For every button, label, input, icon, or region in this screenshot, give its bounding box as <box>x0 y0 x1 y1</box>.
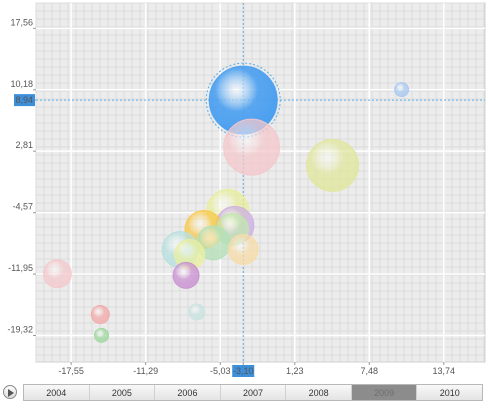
y-tick-label: 2,81 <box>15 140 33 150</box>
x-tick-label: -17,55 <box>58 366 84 376</box>
major-gridlines <box>36 3 485 362</box>
y-axis-ticks: 17,56 10,18 2,81 -4,57 -11,95 -19,32 <box>7 17 36 337</box>
crosshair-y-label-bg <box>14 94 35 107</box>
x-tick-label: 7,48 <box>360 366 378 376</box>
year-2010[interactable]: 2010 <box>439 387 460 398</box>
crosshair-labels: -3,10 8,94 <box>14 94 255 377</box>
play-button[interactable] <box>3 385 17 399</box>
year-2006[interactable]: 2006 <box>155 385 221 400</box>
bubble[interactable] <box>94 327 110 343</box>
bubble-chart: -17,55 -11,29 -5,03 1,23 7,48 13,74 17,56 10,1… <box>7 2 486 377</box>
year-2007[interactable]: 2007 <box>221 385 287 400</box>
x-tick-label: -5,03 <box>210 366 231 376</box>
bubble[interactable] <box>90 305 110 325</box>
y-tick-label: 17,56 <box>10 17 33 27</box>
bubble[interactable] <box>42 259 72 289</box>
minor-gridlines <box>35 2 485 362</box>
bubble[interactable] <box>223 118 281 176</box>
x-tick-label: 13,74 <box>433 366 456 376</box>
x-tick-label: -11,29 <box>133 366 158 376</box>
year-slider[interactable]: 2004 2005 2006 2007 2008 2009 2010 <box>23 384 483 401</box>
year-2009[interactable]: 2009 <box>351 385 418 400</box>
y-tick-label: 10,18 <box>10 79 33 89</box>
bubble-highlight-ring <box>205 62 281 138</box>
x-tick-label: 1,23 <box>286 366 304 376</box>
crosshair-y-label: 8,94 <box>15 95 33 105</box>
crosshair-x-label-bg <box>232 365 255 377</box>
y-tick-label: -19,32 <box>7 325 33 335</box>
bubble[interactable] <box>227 234 259 266</box>
year-2004[interactable]: 2004 <box>24 385 90 400</box>
y-tick-label: -11,95 <box>8 263 33 273</box>
play-icon <box>8 388 14 397</box>
crosshair-x-label: -3,10 <box>233 366 254 376</box>
bubble[interactable] <box>394 82 410 98</box>
bubble[interactable] <box>172 261 200 289</box>
bubble[interactable] <box>188 303 206 321</box>
year-2008[interactable]: 2008 <box>286 385 352 400</box>
timeline-bar: 2004 2005 2006 2007 2008 2009 2010 <box>0 380 488 411</box>
bubble[interactable] <box>306 138 360 192</box>
bubbles <box>42 62 410 343</box>
x-axis-ticks: -17,55 -11,29 -5,03 1,23 7,48 13,74 <box>58 362 455 376</box>
year-2005[interactable]: 2005 <box>90 385 156 400</box>
y-tick-label: -4,57 <box>12 202 33 212</box>
